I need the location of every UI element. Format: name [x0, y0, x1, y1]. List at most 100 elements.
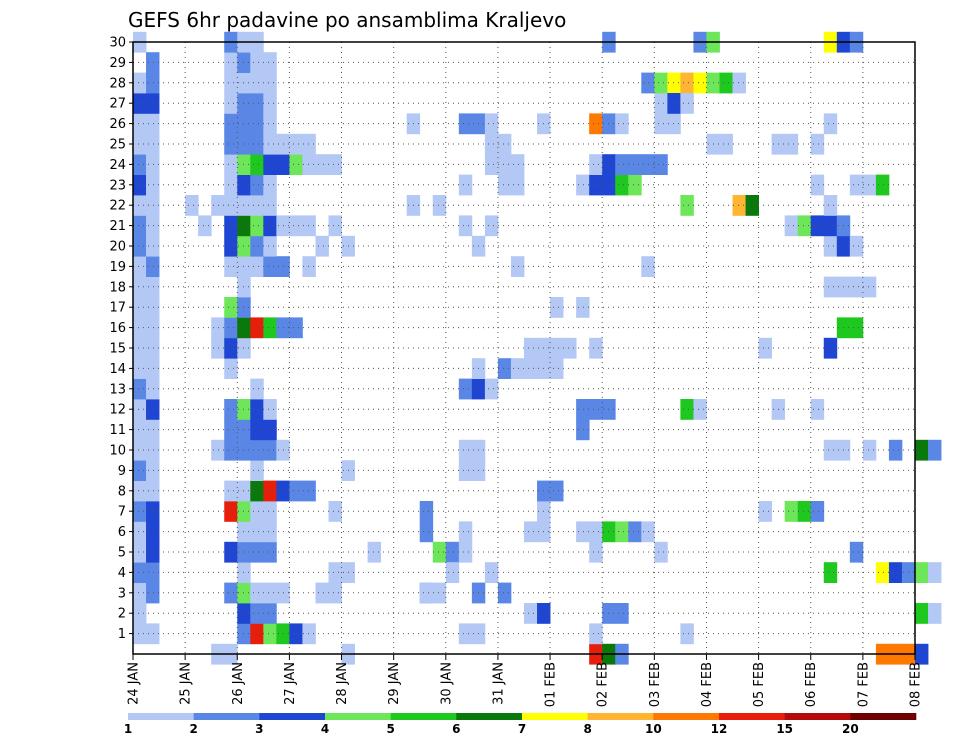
- colorbar-swatch: [456, 713, 523, 720]
- heatmap-cell: [484, 378, 499, 400]
- y-tick-label: 9: [118, 464, 126, 479]
- heatmap-cell: [263, 419, 277, 441]
- y-tick-label: 27: [109, 97, 126, 112]
- heatmap-cell: [263, 154, 277, 175]
- heatmap-cell: [250, 154, 264, 175]
- heatmap-cell: [654, 72, 668, 94]
- heatmap-cell: [550, 297, 564, 318]
- heatmap-cell: [146, 419, 160, 441]
- x-tick-label: 02 FEB: [596, 662, 611, 707]
- heatmap-cell: [146, 378, 160, 400]
- heatmap-cell: [263, 582, 277, 604]
- heatmap-cell: [224, 541, 238, 563]
- heatmap-cell: [862, 276, 877, 298]
- heatmap-cell: [302, 623, 316, 645]
- heatmap-cell: [224, 480, 238, 502]
- x-tick-label: 29 JAN: [387, 662, 402, 705]
- heatmap-cell: [198, 215, 212, 237]
- heatmap-cell: [133, 256, 147, 277]
- y-tick-label: 6: [118, 525, 126, 540]
- colorbar-label: 6: [452, 722, 460, 736]
- colorbar-label: 4: [321, 722, 329, 736]
- heatmap-cell: [263, 521, 277, 543]
- heatmap-cell: [146, 541, 160, 563]
- x-tick-label: 27 JAN: [283, 662, 298, 705]
- heatmap-cell: [432, 541, 447, 563]
- heatmap-cell: [133, 113, 147, 135]
- heatmap-cell: [823, 276, 838, 298]
- heatmap-cell: [784, 133, 799, 155]
- colorbar-swatch: [193, 713, 260, 720]
- heatmap-cell: [211, 439, 225, 461]
- heatmap-cell: [810, 174, 825, 196]
- heatmap-cell: [524, 521, 538, 543]
- heatmap-cell: [823, 337, 838, 359]
- heatmap-cell: [211, 317, 225, 339]
- heatmap-cell: [263, 52, 277, 73]
- heatmap-cell: [849, 541, 864, 563]
- heatmap-cell: [497, 174, 512, 196]
- heatmap-cell: [550, 480, 564, 502]
- heatmap-cell: [133, 603, 147, 624]
- heatmap-cell: [680, 623, 694, 645]
- y-tick-label: 25: [109, 138, 126, 153]
- heatmap-cell: [458, 215, 473, 237]
- y-tick-label: 3: [118, 586, 126, 601]
- x-tick-label: 07 FEB: [856, 662, 871, 707]
- heatmap-cell: [250, 378, 264, 400]
- heatmap-cell: [133, 215, 147, 237]
- heatmap-cell: [758, 501, 773, 522]
- heatmap-cell: [628, 174, 642, 196]
- heatmap-cell: [146, 133, 160, 155]
- heatmap-cell: [615, 154, 629, 175]
- heatmap-cell: [250, 195, 264, 216]
- heatmap-cell: [224, 235, 238, 257]
- heatmap-cell: [680, 93, 694, 114]
- heatmap-cell: [146, 195, 160, 216]
- heatmap-cell: [146, 113, 160, 135]
- heatmap-cell: [146, 235, 160, 257]
- y-tick-label: 1: [118, 627, 126, 642]
- colorbar-swatch: [850, 713, 917, 720]
- heatmap-cell: [419, 521, 434, 543]
- heatmap-cell: [224, 582, 238, 604]
- y-tick-label: 5: [118, 546, 126, 561]
- x-tick-label: 01 FEB: [544, 662, 559, 707]
- heatmap-cell: [224, 154, 238, 175]
- heatmap-cell: [133, 419, 147, 441]
- heatmap-cell: [133, 501, 147, 522]
- heatmap-cell: [484, 154, 499, 175]
- heatmap-cell: [302, 480, 316, 502]
- heatmap-cell: [224, 93, 238, 114]
- y-tick-label: 29: [109, 56, 126, 71]
- grid-lines: [133, 41, 915, 654]
- y-axis-ticks: 1234567891011121314151617181920212223242…: [109, 36, 133, 642]
- heatmap-cell: [224, 358, 238, 379]
- heatmap-cell: [628, 154, 642, 175]
- heatmap-cell: [224, 72, 238, 94]
- heatmap-cell: [146, 256, 160, 277]
- heatmap-cell: [823, 215, 838, 237]
- heatmap-cell: [133, 276, 147, 298]
- colorbar-swatch: [522, 713, 588, 720]
- heatmap-cell: [185, 195, 199, 216]
- heatmap-cell: [250, 582, 264, 604]
- heatmap-cell: [915, 643, 929, 665]
- heatmap-cell: [211, 195, 225, 216]
- heatmap-cell: [524, 603, 538, 624]
- heatmap-cell: [484, 113, 499, 135]
- heatmap-cell: [263, 174, 277, 196]
- heatmap-cell: [667, 113, 681, 135]
- colorbar-swatch: [784, 713, 851, 720]
- heatmap-cell: [250, 256, 264, 277]
- heatmap-cell: [510, 358, 525, 379]
- heatmap-cell: [250, 480, 264, 502]
- heatmap-cell: [224, 337, 238, 359]
- heatmap-cell: [510, 174, 525, 196]
- heatmap-cell: [458, 174, 473, 196]
- x-tick-label: 30 JAN: [439, 662, 454, 705]
- y-tick-label: 26: [109, 117, 126, 132]
- heatmap-cell: [484, 133, 499, 155]
- heatmap-cell: [654, 154, 668, 175]
- heatmap-cell: [133, 521, 147, 543]
